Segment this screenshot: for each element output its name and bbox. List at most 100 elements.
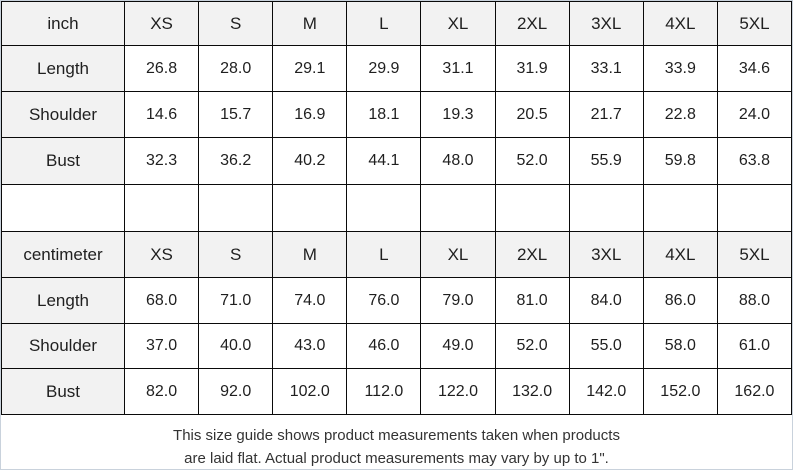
measurement-value-cell: 36.2	[198, 137, 274, 185]
measurement-value-cell: 34.6	[716, 45, 792, 92]
measurement-value-cell: 40.2	[272, 137, 348, 185]
measurement-value-cell: 55.0	[568, 323, 644, 369]
spacer-cell	[346, 184, 422, 232]
measurement-value-cell: 63.8	[716, 137, 792, 185]
inch-length-row: Length 26.8 28.0 29.1 29.9 31.1 31.9 33.…	[1, 45, 792, 92]
measurement-value-cell: 29.9	[346, 45, 422, 92]
measurement-value-cell: 86.0	[642, 277, 718, 324]
size-col-header: XS	[123, 231, 200, 278]
measurement-value-cell: 29.1	[272, 45, 348, 92]
measurement-value-cell: 20.5	[494, 91, 570, 138]
measurement-value-cell: 88.0	[716, 277, 792, 324]
measurement-value-cell: 142.0	[568, 368, 644, 415]
size-col-header: L	[346, 231, 422, 278]
measurement-value-cell: 84.0	[568, 277, 644, 324]
size-col-header: 5XL	[716, 1, 792, 46]
measurement-value-cell: 112.0	[346, 368, 422, 415]
inch-header-row: inch XS S M L XL 2XL 3XL 4XL 5XL	[1, 1, 792, 46]
measurement-value-cell: 58.0	[642, 323, 718, 369]
measurement-value-cell: 16.9	[272, 91, 348, 138]
size-col-header: 3XL	[568, 1, 644, 46]
measurement-value-cell: 82.0	[123, 368, 200, 415]
measurement-value-cell: 122.0	[420, 368, 496, 415]
measurement-label-cell: Bust	[1, 368, 125, 415]
size-col-header: S	[198, 231, 274, 278]
size-col-header: M	[272, 1, 348, 46]
inch-bust-row: Bust 32.3 36.2 40.2 44.1 48.0 52.0 55.9 …	[1, 137, 792, 185]
measurement-value-cell: 74.0	[272, 277, 348, 324]
measurement-label-cell: Bust	[1, 137, 125, 185]
measurement-label-cell: Shoulder	[1, 323, 125, 369]
centimeter-header-row: centimeter XS S M L XL 2XL 3XL 4XL 5XL	[1, 231, 792, 278]
measurement-value-cell: 19.3	[420, 91, 496, 138]
measurement-value-cell: 71.0	[198, 277, 274, 324]
measurement-value-cell: 18.1	[346, 91, 422, 138]
measurement-value-cell: 152.0	[642, 368, 718, 415]
measurement-value-cell: 33.1	[568, 45, 644, 92]
measurement-value-cell: 52.0	[494, 137, 570, 185]
centimeter-bust-row: Bust 82.0 92.0 102.0 112.0 122.0 132.0 1…	[1, 368, 792, 415]
footer-note-line1: This size guide shows product measuremen…	[173, 427, 620, 444]
size-col-header: 3XL	[568, 231, 644, 278]
measurement-value-cell: 49.0	[420, 323, 496, 369]
measurement-value-cell: 68.0	[123, 277, 200, 324]
size-col-header: S	[198, 1, 274, 46]
measurement-label-cell: Length	[1, 45, 125, 92]
spacer-cell	[420, 184, 496, 232]
footer-note: This size guide shows product measuremen…	[1, 415, 792, 469]
size-col-header: 4XL	[642, 231, 718, 278]
measurement-value-cell: 43.0	[272, 323, 348, 369]
measurement-value-cell: 132.0	[494, 368, 570, 415]
centimeter-length-row: Length 68.0 71.0 74.0 76.0 79.0 81.0 84.…	[1, 277, 792, 324]
spacer-row	[1, 184, 792, 232]
measurement-value-cell: 33.9	[642, 45, 718, 92]
size-col-header: M	[272, 231, 348, 278]
centimeter-shoulder-row: Shoulder 37.0 40.0 43.0 46.0 49.0 52.0 5…	[1, 323, 792, 369]
measurement-value-cell: 162.0	[716, 368, 792, 415]
measurement-value-cell: 48.0	[420, 137, 496, 185]
measurement-value-cell: 15.7	[198, 91, 274, 138]
spacer-cell	[642, 184, 718, 232]
measurement-label-cell: Length	[1, 277, 125, 324]
measurement-value-cell: 22.8	[642, 91, 718, 138]
measurement-value-cell: 14.6	[123, 91, 200, 138]
spacer-cell	[123, 184, 200, 232]
spacer-cell	[494, 184, 570, 232]
measurement-value-cell: 59.8	[642, 137, 718, 185]
measurement-value-cell: 61.0	[716, 323, 792, 369]
size-col-header: 4XL	[642, 1, 718, 46]
footer-note-line2: are laid flat. Actual product measuremen…	[184, 450, 609, 467]
measurement-value-cell: 21.7	[568, 91, 644, 138]
measurement-value-cell: 44.1	[346, 137, 422, 185]
measurement-value-cell: 24.0	[716, 91, 792, 138]
size-col-header: 2XL	[494, 231, 570, 278]
unit-header-cell: centimeter	[1, 231, 125, 278]
measurement-value-cell: 26.8	[123, 45, 200, 92]
size-col-header: XL	[420, 1, 496, 46]
measurement-value-cell: 55.9	[568, 137, 644, 185]
size-col-header: XL	[420, 231, 496, 278]
measurement-value-cell: 28.0	[198, 45, 274, 92]
spacer-cell	[716, 184, 792, 232]
measurement-value-cell: 46.0	[346, 323, 422, 369]
measurement-value-cell: 40.0	[198, 323, 274, 369]
measurement-value-cell: 76.0	[346, 277, 422, 324]
measurement-value-cell: 79.0	[420, 277, 496, 324]
measurement-value-cell: 102.0	[272, 368, 348, 415]
spacer-cell	[1, 184, 125, 232]
measurement-value-cell: 32.3	[123, 137, 200, 185]
spacer-cell	[198, 184, 274, 232]
measurement-value-cell: 52.0	[494, 323, 570, 369]
measurement-value-cell: 37.0	[123, 323, 200, 369]
spacer-cell	[568, 184, 644, 232]
unit-header-cell: inch	[1, 1, 125, 46]
measurement-value-cell: 31.1	[420, 45, 496, 92]
measurement-value-cell: 81.0	[494, 277, 570, 324]
inch-shoulder-row: Shoulder 14.6 15.7 16.9 18.1 19.3 20.5 2…	[1, 91, 792, 138]
size-col-header: 2XL	[494, 1, 570, 46]
size-col-header: L	[346, 1, 422, 46]
size-guide-table: inch XS S M L XL 2XL 3XL 4XL 5XL Length …	[1, 1, 792, 415]
measurement-value-cell: 92.0	[198, 368, 274, 415]
measurement-label-cell: Shoulder	[1, 91, 125, 138]
